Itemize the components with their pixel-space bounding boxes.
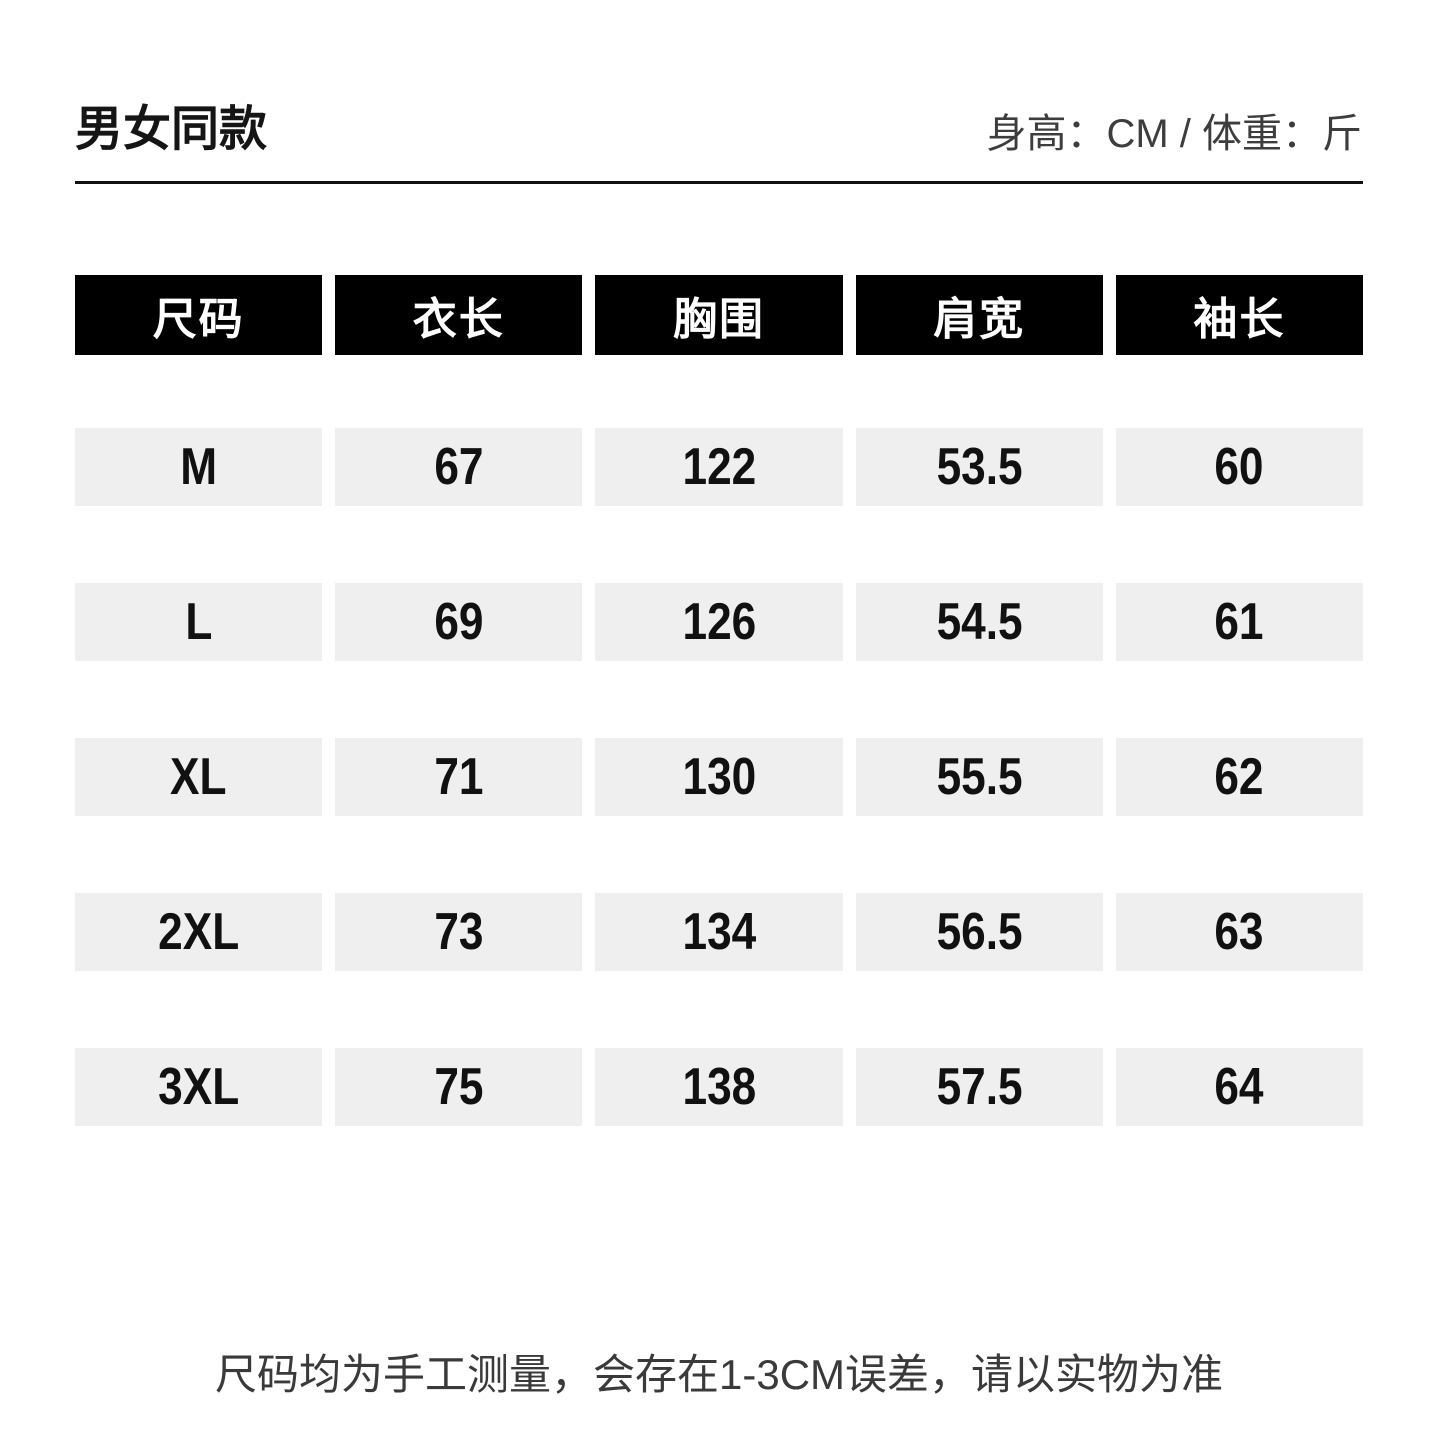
value: 62: [1214, 748, 1264, 806]
value: 54.5: [936, 593, 1023, 651]
value: 73: [434, 903, 484, 961]
header-cell-shoulder: 肩宽: [855, 275, 1103, 355]
value-cell: 126: [595, 583, 843, 661]
header-cell-sleeve: 袖长: [1115, 275, 1363, 355]
header-cell-length: 衣长: [335, 275, 583, 355]
size-label: 2XL: [158, 903, 240, 961]
value-cell: 71: [335, 738, 583, 816]
size-label-cell: 3XL: [75, 1048, 323, 1126]
size-label: M: [180, 438, 218, 496]
value-cell: 69: [335, 583, 583, 661]
table-header-row: 尺码 衣长 胸围 肩宽 袖长: [75, 275, 1363, 355]
header-cell-size: 尺码: [75, 275, 323, 355]
table-row: 2XL 73 134 56.5 63: [75, 893, 1363, 971]
table-row: L 69 126 54.5 61: [75, 583, 1363, 661]
table-row: XL 71 130 55.5 62: [75, 738, 1363, 816]
value: 56.5: [936, 903, 1023, 961]
size-label: XL: [170, 748, 227, 806]
value-cell: 130: [595, 738, 843, 816]
value-cell: 134: [595, 893, 843, 971]
value: 57.5: [936, 1058, 1023, 1116]
value-cell: 53.5: [855, 428, 1103, 506]
value: 67: [434, 438, 484, 496]
table-row: M 67 122 53.5 60: [75, 428, 1363, 506]
size-label-cell: L: [75, 583, 323, 661]
value: 60: [1214, 438, 1264, 496]
unit-note: 身高：CM / 体重：斤: [986, 112, 1362, 156]
size-chart-table: 尺码 衣长 胸围 肩宽 袖长 M 67 122 53.5 60 L 69 126…: [75, 275, 1363, 1203]
value: 75: [434, 1058, 484, 1116]
value: 64: [1214, 1058, 1264, 1116]
value: 61: [1214, 593, 1264, 651]
measurement-disclaimer: 尺码均为手工测量，会存在1-3CM误差，请以实物为准: [214, 1351, 1224, 1398]
value-cell: 60: [1115, 428, 1363, 506]
value-cell: 73: [335, 893, 583, 971]
value-cell: 54.5: [855, 583, 1103, 661]
value-cell: 63: [1115, 893, 1363, 971]
value: 122: [682, 438, 756, 496]
value-cell: 138: [595, 1048, 843, 1126]
value-cell: 62: [1115, 738, 1363, 816]
table-row: 3XL 75 138 57.5 64: [75, 1048, 1363, 1126]
value-cell: 75: [335, 1048, 583, 1126]
value-cell: 57.5: [855, 1048, 1103, 1126]
value: 134: [682, 903, 756, 961]
value: 138: [682, 1058, 756, 1116]
value: 55.5: [936, 748, 1023, 806]
value-cell: 61: [1115, 583, 1363, 661]
size-label-cell: XL: [75, 738, 323, 816]
value-cell: 67: [335, 428, 583, 506]
size-label: L: [185, 593, 213, 651]
value-cell: 64: [1115, 1048, 1363, 1126]
value: 53.5: [936, 438, 1023, 496]
value: 126: [682, 593, 756, 651]
size-label-cell: M: [75, 428, 323, 506]
header-cell-chest: 胸围: [595, 275, 843, 355]
value: 71: [434, 748, 484, 806]
divider-line: [75, 181, 1363, 184]
value: 63: [1214, 903, 1264, 961]
value-cell: 55.5: [855, 738, 1103, 816]
value: 130: [682, 748, 756, 806]
value: 69: [434, 593, 484, 651]
size-label: 3XL: [158, 1058, 240, 1116]
value-cell: 56.5: [855, 893, 1103, 971]
size-label-cell: 2XL: [75, 893, 323, 971]
page-title: 男女同款: [75, 103, 268, 156]
value-cell: 122: [595, 428, 843, 506]
